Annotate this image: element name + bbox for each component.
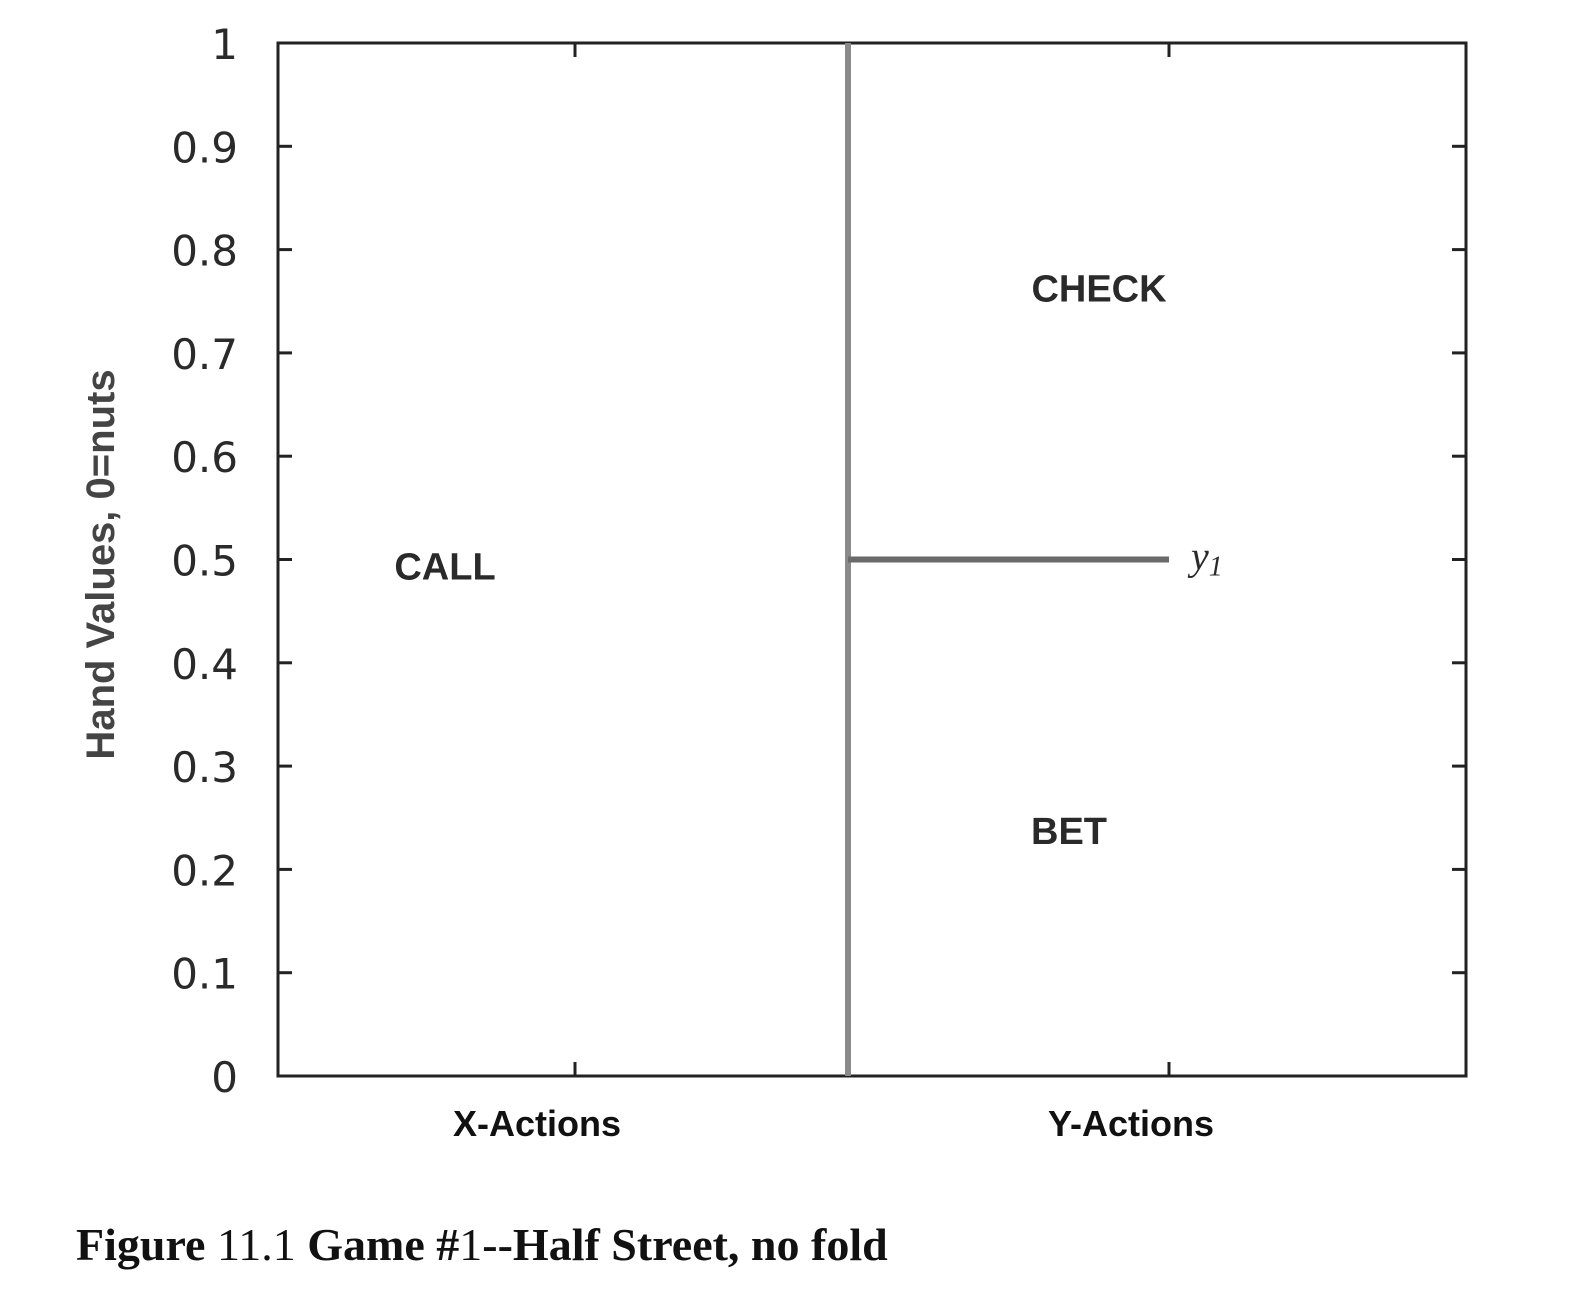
region-label-call: CALL	[394, 547, 495, 589]
figure-caption: Figure 11.1 Game #1--Half Street, no fol…	[76, 1218, 888, 1271]
caption-title-num: 1	[459, 1219, 483, 1270]
y-axis-label: Hand Values, 0=nuts	[79, 369, 123, 759]
y-tick-label: 0.5	[171, 537, 238, 586]
region-label-bet: BET	[1031, 811, 1107, 853]
y-tick-label: 0.2	[171, 846, 238, 895]
caption-title-a: Game #	[307, 1219, 460, 1270]
y-tick-label: 0.8	[171, 227, 238, 276]
y-tick-label: 0	[211, 1053, 238, 1102]
y-tick-label: 1	[211, 20, 238, 69]
region-label-check: CHECK	[1031, 268, 1167, 310]
caption-figure-word: Figure	[76, 1219, 206, 1270]
x-tick-label: Y-Actions	[1048, 1103, 1214, 1144]
y-tick-label: 0.9	[171, 123, 238, 172]
y-tick-label: 0.1	[171, 950, 238, 999]
x-tick-label: X-Actions	[453, 1103, 621, 1144]
caption-number: 11.1	[216, 1219, 296, 1270]
y-tick-label: 0.7	[171, 330, 238, 379]
y-tick-label: 0.4	[171, 640, 238, 689]
caption-title-b: --Half Street, no fold	[482, 1219, 888, 1270]
y-tick-label: 0.3	[171, 743, 238, 792]
threshold-label: y1	[1187, 534, 1223, 583]
y-tick-label: 0.6	[171, 433, 238, 482]
plot-area: 0 0.1 0.2 0.3 0.4 0.5 0.6 0.7 0.8 0.9 1 X-Actions Y-…	[79, 20, 1468, 1144]
